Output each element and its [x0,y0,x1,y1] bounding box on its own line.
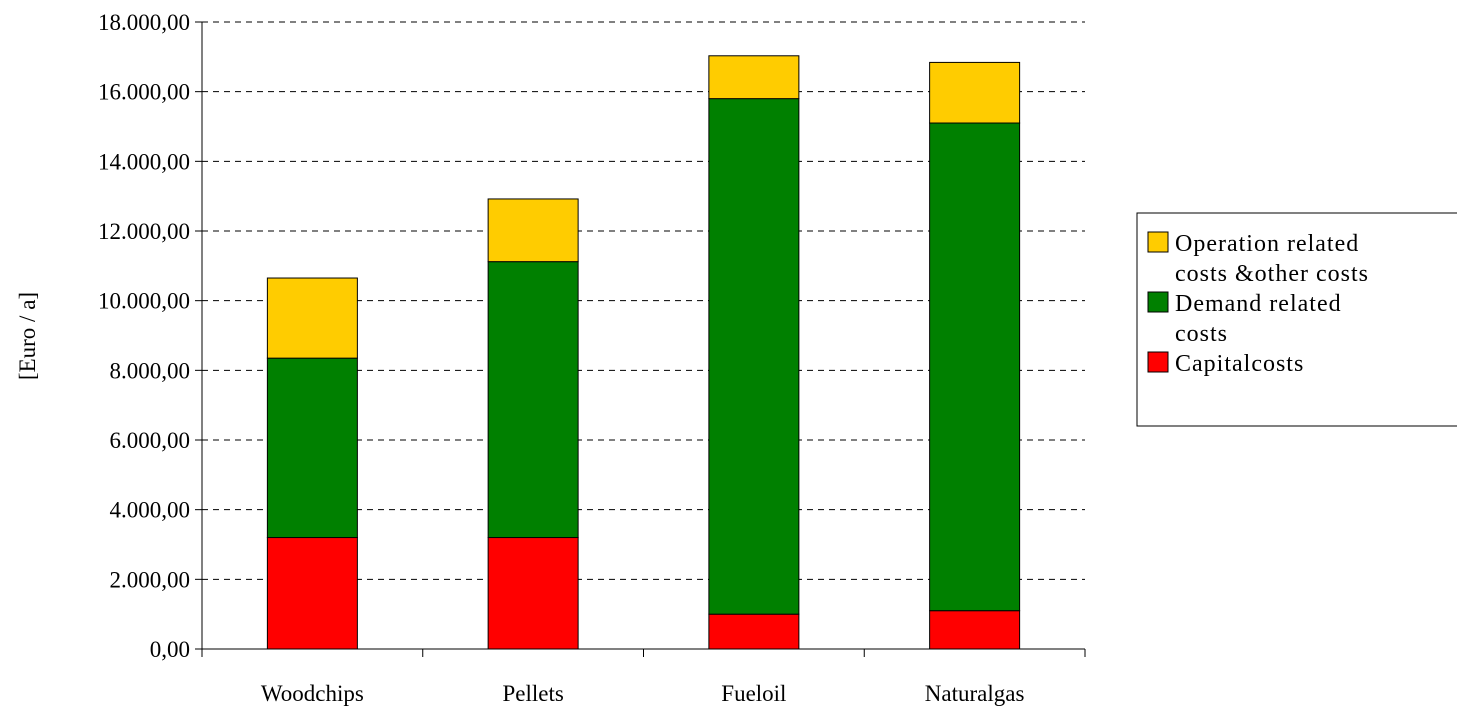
bar-segment [929,61,1021,124]
y-tick-labels: 0,00 2.000,00 4.000,00 6.000,00 8.000,00 10.0… [98,10,190,662]
bar-segment [487,198,579,263]
axes [195,21,1086,657]
y-tick-label: 6.000,00 [110,428,191,453]
bar-segment [708,55,800,100]
x-tick-label: Naturalgas [925,681,1025,706]
bar-segment [487,261,579,539]
x-tick-label: Woodchips [261,681,364,706]
y-tick-label: 18.000,00 [98,10,190,35]
x-tick-label: Pellets [502,681,563,706]
y-tick-label: 0,00 [150,637,190,662]
x-tick-label: Fueloil [721,681,786,706]
y-axis-label: [Euro / a] [15,292,40,380]
legend-swatch [1147,291,1169,313]
legend: Operation related costs &other costs Deman… [1136,212,1457,427]
bars [266,55,1021,650]
legend-swatch [1147,351,1169,373]
bar-segment [708,98,800,615]
y-tick-label: 10.000,00 [98,289,190,314]
bar-segment [929,122,1021,612]
legend-swatch [1147,231,1169,253]
bar-segment [266,277,358,359]
y-tick-label: 14.000,00 [98,149,190,174]
bar-segment [708,613,800,650]
y-tick-label: 2.000,00 [110,567,191,592]
bar-segment [266,537,358,650]
bar-segment [929,610,1021,650]
legend-label: costs [1175,321,1228,347]
bar-segment [487,537,579,650]
x-tick-labels: Woodchips Pellets Fueloil Naturalgas [261,681,1025,706]
y-tick-label: 16.000,00 [98,80,190,105]
legend-label: Demand related [1175,291,1342,317]
y-tick-label: 8.000,00 [110,358,191,383]
y-tick-label: 12.000,00 [98,219,190,244]
legend-label: costs &other costs [1175,261,1369,287]
legend-label: Capitalcosts [1175,351,1304,377]
legend-box [1136,212,1457,427]
bar-segment [266,357,358,539]
y-tick-label: 4.000,00 [110,498,191,523]
legend-label: Operation related [1175,231,1359,257]
